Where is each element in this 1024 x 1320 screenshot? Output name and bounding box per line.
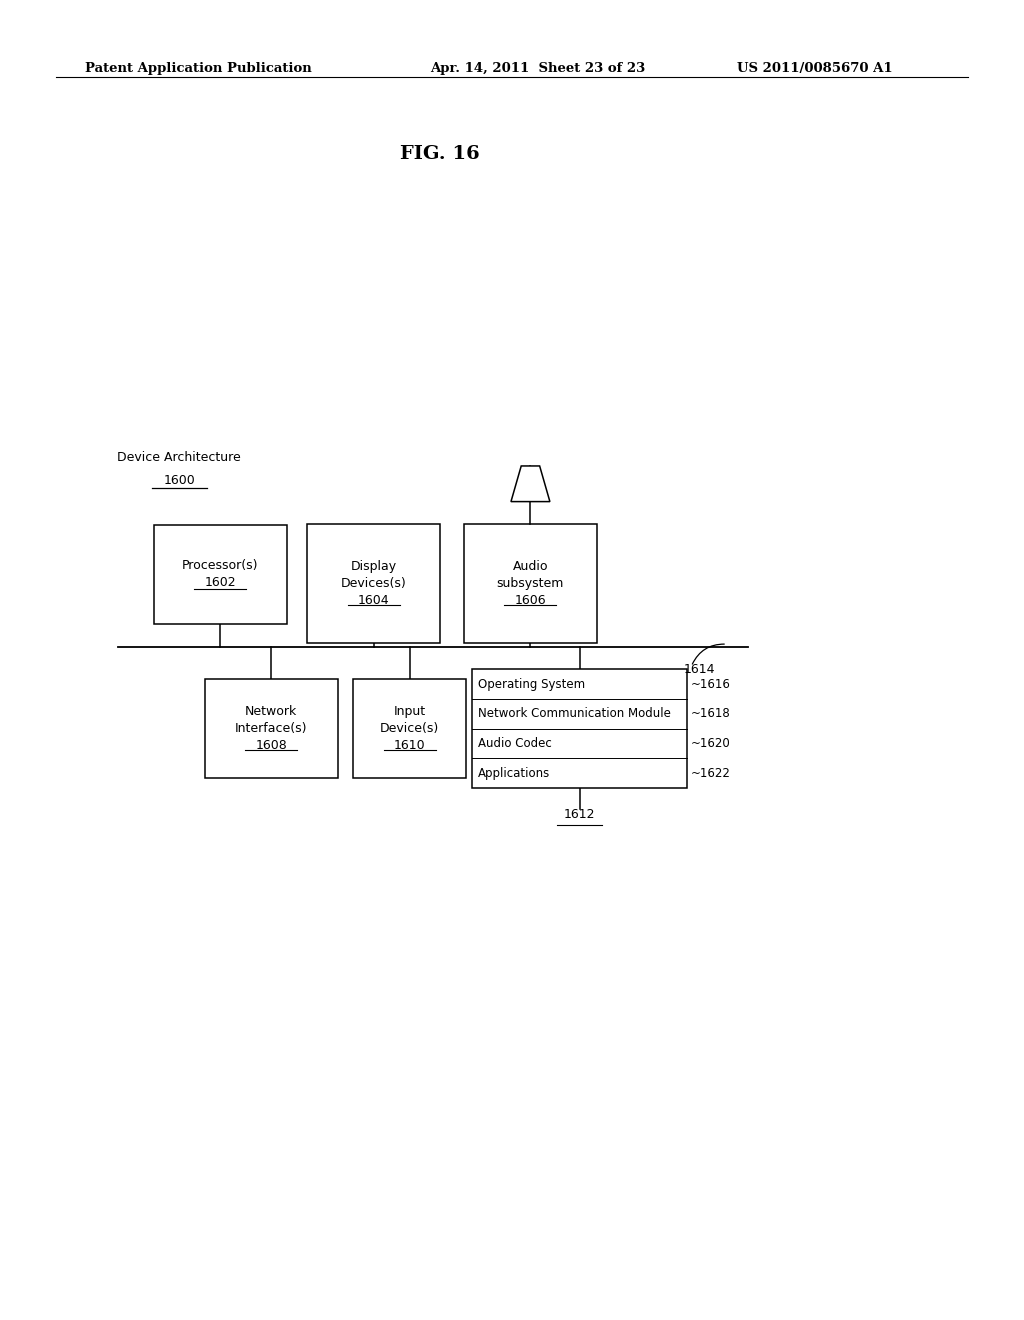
Text: Applications: Applications [478, 767, 551, 780]
Text: ~1616: ~1616 [691, 677, 731, 690]
FancyBboxPatch shape [472, 669, 687, 788]
Text: 1612: 1612 [564, 808, 595, 821]
Text: Audio
subsystem
1606: Audio subsystem 1606 [497, 560, 564, 607]
Text: 1600: 1600 [163, 474, 196, 487]
Text: 1614: 1614 [684, 663, 716, 676]
Text: Display
Devices(s)
1604: Display Devices(s) 1604 [341, 560, 407, 607]
FancyBboxPatch shape [464, 524, 597, 643]
Text: Operating System: Operating System [478, 677, 586, 690]
Text: Device Architecture: Device Architecture [118, 451, 241, 465]
Text: US 2011/0085670 A1: US 2011/0085670 A1 [737, 62, 893, 75]
Text: Patent Application Publication: Patent Application Publication [85, 62, 311, 75]
Text: Network
Interface(s)
1608: Network Interface(s) 1608 [236, 705, 307, 752]
FancyBboxPatch shape [307, 524, 440, 643]
Text: Network Communication Module: Network Communication Module [478, 708, 671, 721]
Text: Audio Codec: Audio Codec [478, 737, 552, 750]
Polygon shape [511, 466, 550, 502]
Text: Processor(s)
1602: Processor(s) 1602 [182, 560, 258, 589]
Text: Apr. 14, 2011  Sheet 23 of 23: Apr. 14, 2011 Sheet 23 of 23 [430, 62, 645, 75]
Text: Input
Device(s)
1610: Input Device(s) 1610 [380, 705, 439, 752]
Text: FIG. 16: FIG. 16 [400, 145, 480, 164]
Text: ~1620: ~1620 [691, 737, 731, 750]
FancyBboxPatch shape [205, 678, 338, 777]
FancyBboxPatch shape [154, 525, 287, 624]
Text: ~1622: ~1622 [691, 767, 731, 780]
FancyBboxPatch shape [353, 678, 466, 777]
Text: ~1618: ~1618 [691, 708, 731, 721]
